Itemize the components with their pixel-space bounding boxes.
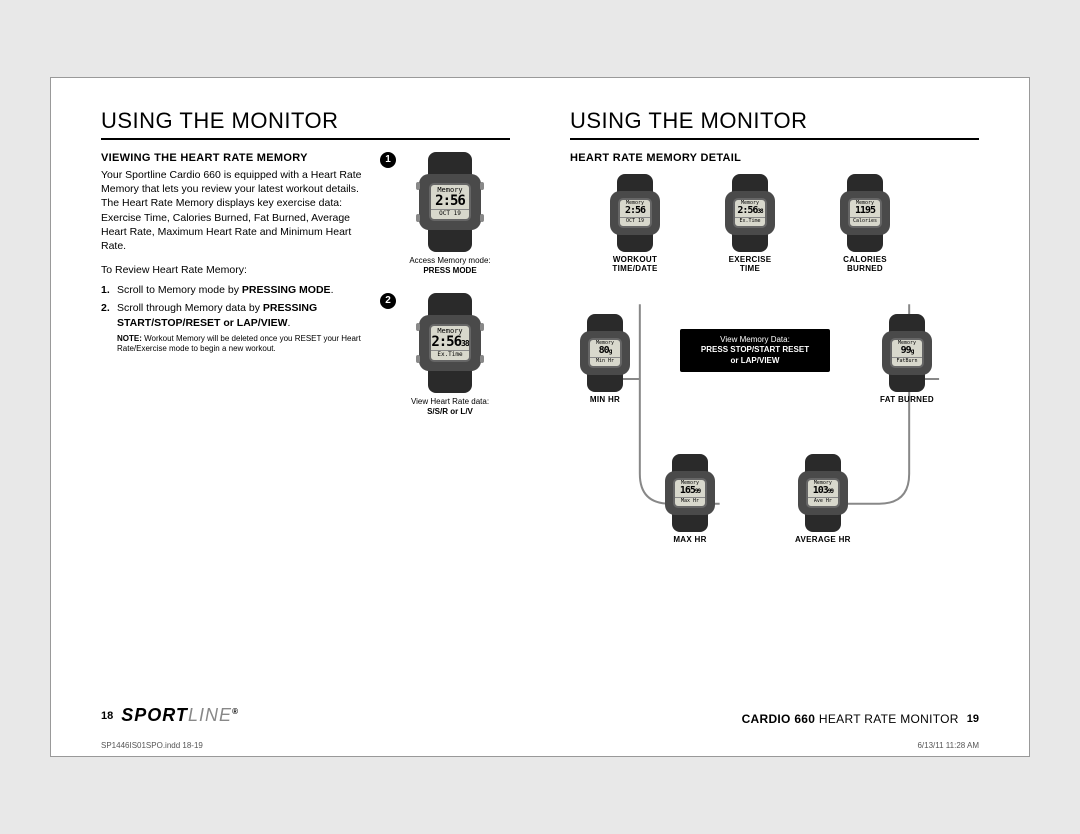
doc-meta-right: 6/13/11 11:28 AM [917,741,979,750]
section-title-right: USING THE MONITOR [570,108,979,140]
bullet-1: 1 [380,152,396,168]
node-fat: Memory99gFatBurn FAT BURNED [880,314,934,405]
step-1-text: Scroll to Memory mode by PRESSING MODE. [117,283,378,297]
watch-2-caption: View Heart Rate data: S/S/R or L/V [390,397,510,416]
left-watch-column: 1 Memory 2:56 OCT 19 [390,152,510,416]
center-instruction-box: View Memory Data: PRESS STOP/START RESET… [680,329,830,372]
page-left: USING THE MONITOR VIEWING THE HEART RATE… [51,78,540,756]
label-avg-hr: AVERAGE HR [795,536,851,545]
doc-meta-left: SP1446IS01SPO.indd 18-19 [101,741,203,750]
note-text: NOTE: Workout Memory will be deleted onc… [101,334,378,355]
brand-logo: SPORTLINE® [121,705,239,726]
node-avg-hr: Memory10399Ave Hr AVERAGE HR [795,454,851,545]
footer-right: CARDIO 660 HEART RATE MONITOR 19 [742,712,979,726]
watch-1-caption: Access Memory mode: PRESS MODE [390,256,510,275]
label-exercise: EXERCISETIME [725,256,775,274]
manual-spread: USING THE MONITOR VIEWING THE HEART RATE… [50,77,1030,757]
intro-paragraph: Your Sportline Cardio 660 is equipped wi… [101,168,378,253]
label-workout: WORKOUTTIME/DATE [610,256,660,274]
watch-1-screen: Memory 2:56 OCT 19 [429,183,471,221]
node-workout: Memory2:56OCT 19 WORKOUTTIME/DATE [610,174,660,274]
node-min-hr: Memory80gMin Hr MIN HR [580,314,630,405]
footer-left: 18 SPORTLINE® [101,705,239,726]
left-text-column: VIEWING THE HEART RATE MEMORY Your Sport… [101,152,378,416]
memory-detail-diagram: Memory2:56OCT 19 WORKOUTTIME/DATE Memory… [570,174,979,594]
page-number-right: 19 [967,713,979,725]
label-max-hr: MAX HR [665,536,715,545]
node-calories: Memory1195Calories CALORIESBURNED [840,174,890,274]
label-min-hr: MIN HR [580,396,630,405]
label-calories: CALORIESBURNED [840,256,890,274]
label-fat: FAT BURNED [880,396,934,405]
watch-1-group: 1 Memory 2:56 OCT 19 [390,152,510,275]
step-2: 2. Scroll through Memory data by PRESSIN… [101,301,378,329]
page-right: USING THE MONITOR HEART RATE MEMORY DETA… [540,78,1029,756]
product-title: CARDIO 660 HEART RATE MONITOR [742,712,959,726]
subsection-title-left: VIEWING THE HEART RATE MEMORY [101,152,378,164]
step-1: 1. Scroll to Memory mode by PRESSING MOD… [101,283,378,297]
subsection-title-right: HEART RATE MEMORY DETAIL [570,152,979,164]
step-2-text: Scroll through Memory data by PRESSING S… [117,301,378,329]
watch-2-screen: Memory 2:5638 Ex.Time [429,324,471,362]
watch-1: Memory 2:56 OCT 19 [419,152,481,252]
steps-list: 1. Scroll to Memory mode by PRESSING MOD… [101,283,378,330]
review-label: To Review Heart Rate Memory: [101,263,378,277]
page-number-left: 18 [101,710,113,722]
watch-2-group: 2 Memory 2:5638 Ex.Time [390,293,510,416]
left-content: VIEWING THE HEART RATE MEMORY Your Sport… [101,152,510,416]
section-title-left: USING THE MONITOR [101,108,510,140]
bullet-2: 2 [380,293,396,309]
node-max-hr: Memory16599Max Hr MAX HR [665,454,715,545]
node-exercise: Memory2:5638Ex.Time EXERCISETIME [725,174,775,274]
watch-2: Memory 2:5638 Ex.Time [419,293,481,393]
